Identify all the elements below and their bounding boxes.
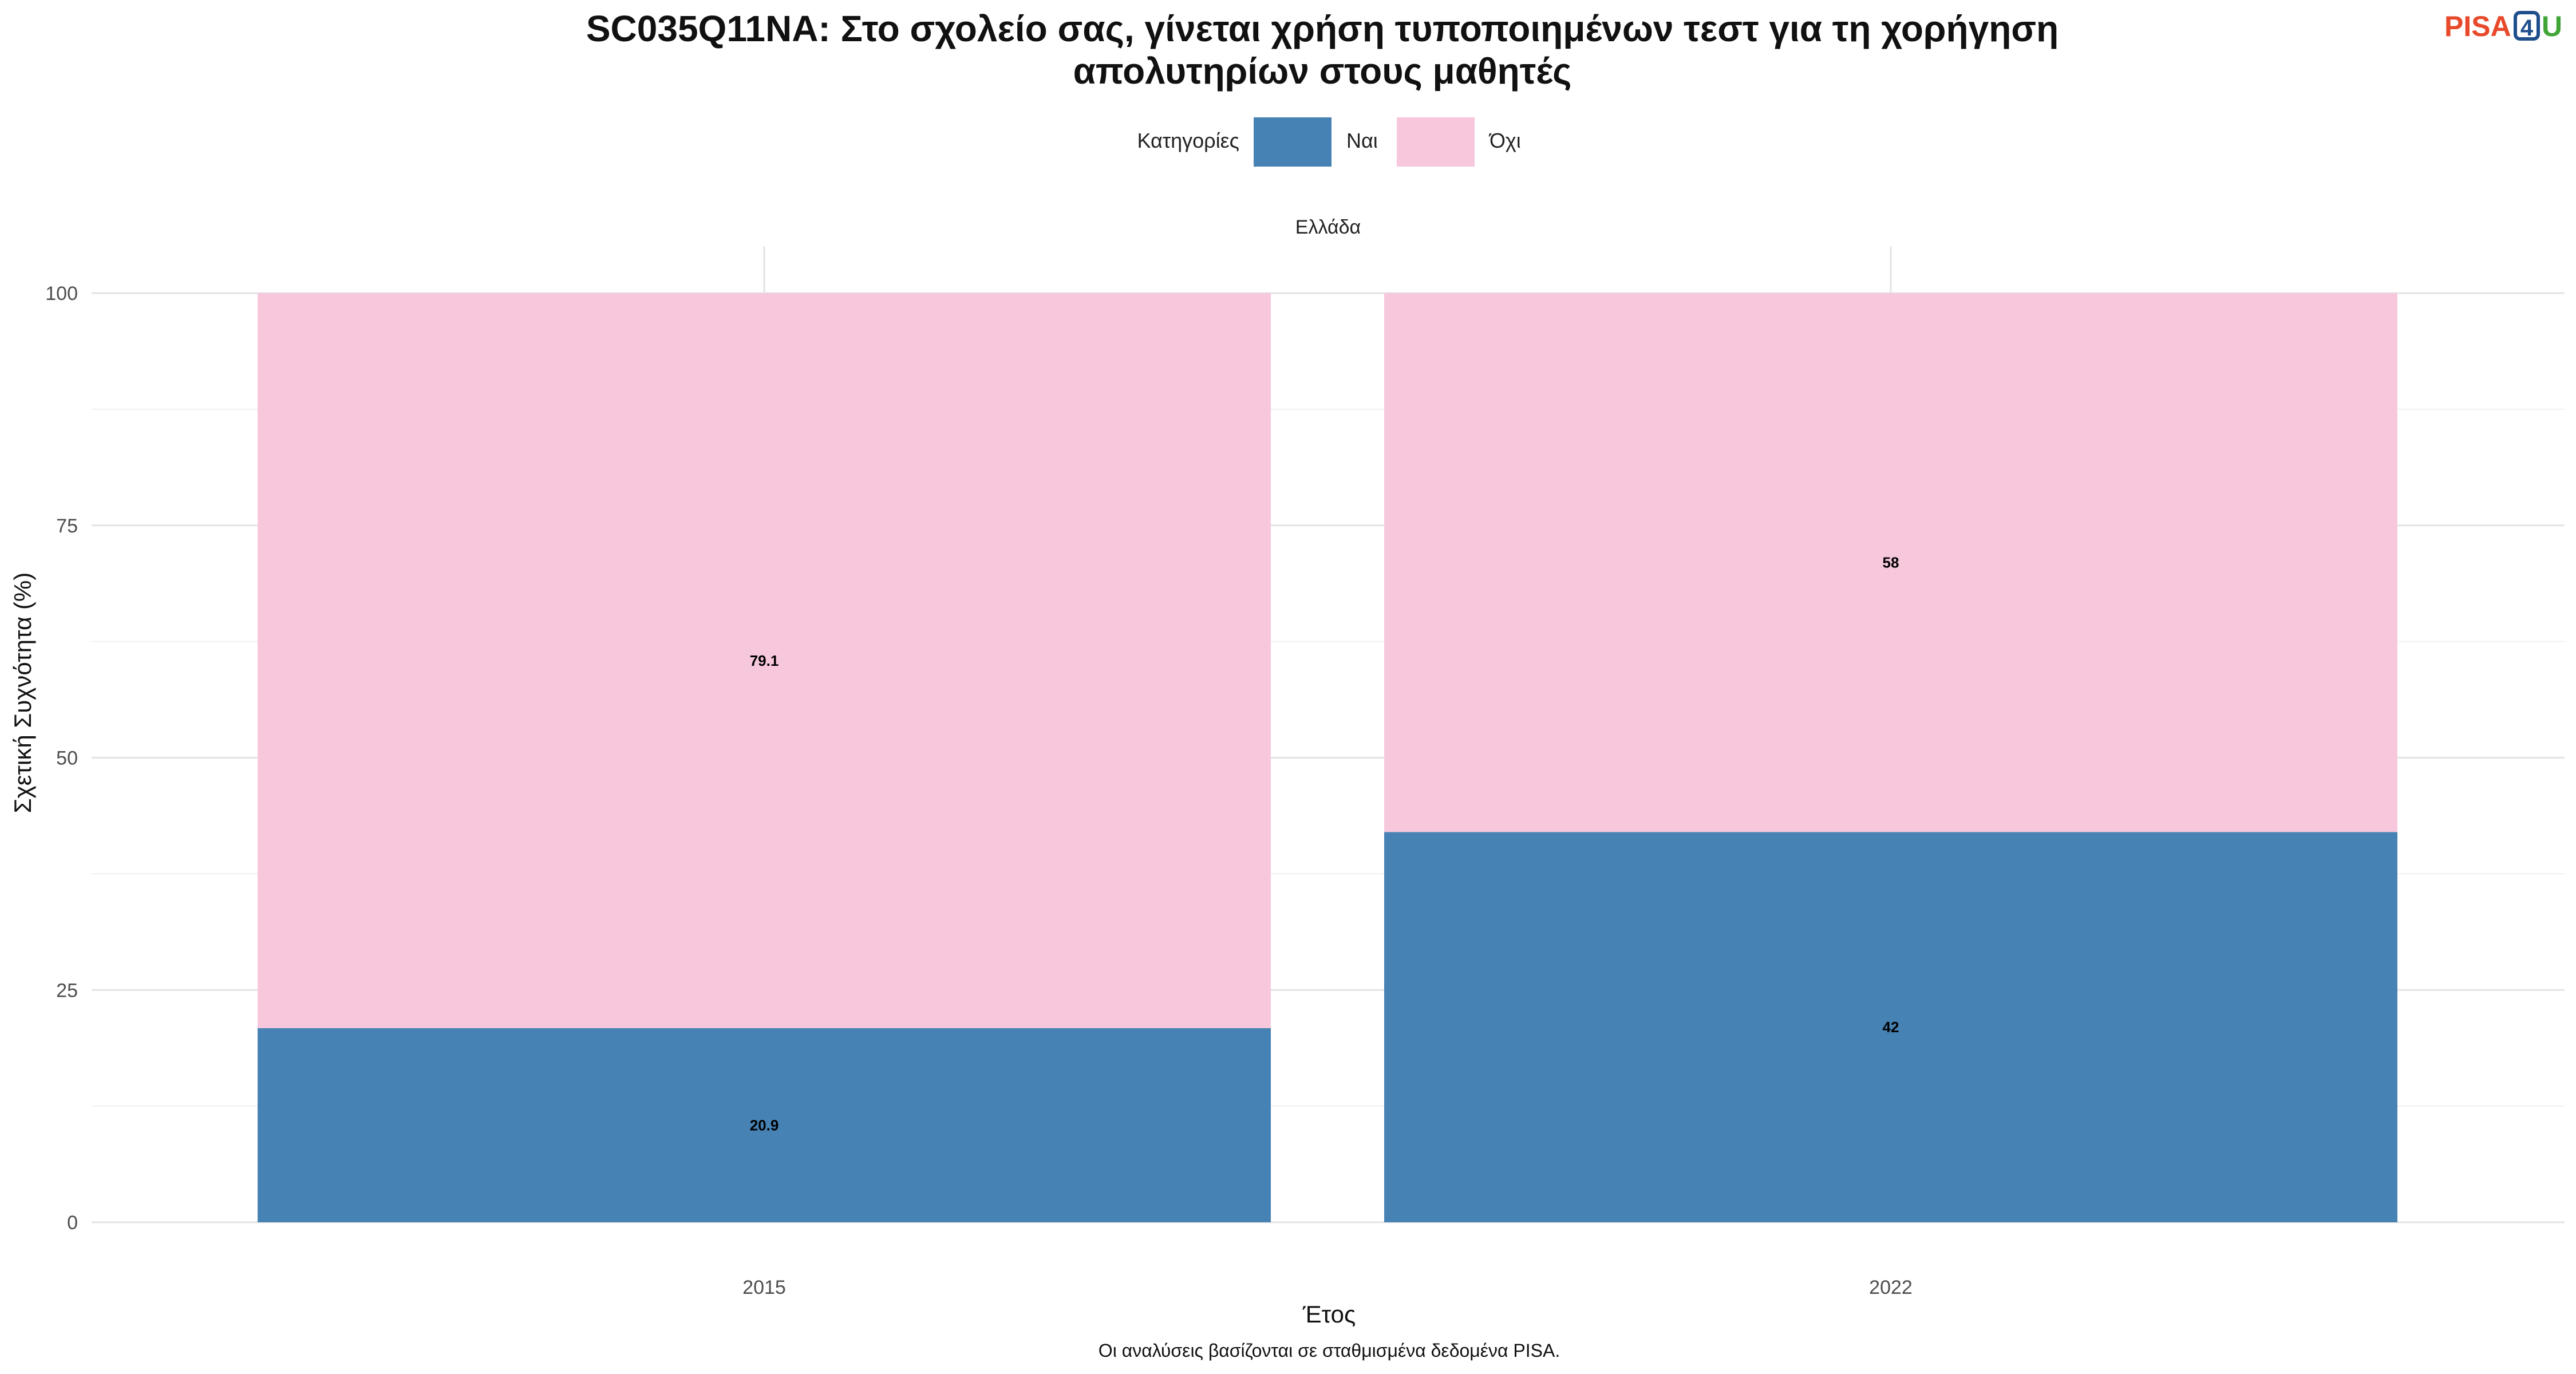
logo-pisa-text: PISA [2444, 10, 2511, 42]
x-axis-title: Έτος [1302, 1301, 1356, 1328]
y-tick-label: 75 [56, 515, 78, 537]
data-label-2022-no: 58 [1883, 554, 1899, 571]
x-tick-label: 2022 [1869, 1277, 1913, 1298]
data-label-2015-yes: 20.9 [750, 1116, 779, 1134]
legend-label-yes: Ναι [1346, 129, 1378, 152]
axis-ticks: 0 25 50 75 100 2015 2022 [45, 283, 1913, 1298]
caption: Οι αναλύσεις βασίζονται σε σταθμισμένα δ… [1099, 1340, 1560, 1361]
legend-label-no: Όχι [1488, 129, 1521, 152]
bar-2015-yes [258, 1028, 1271, 1222]
facet-label: Ελλάδα [1295, 216, 1361, 238]
logo-number-text: 4 [2520, 15, 2534, 41]
data-label-2015-no: 79.1 [750, 652, 779, 669]
y-tick-label: 50 [56, 748, 78, 769]
chart-title-line1: SC035Q11NA: Στο σχολείο σας, γίνεται χρή… [586, 8, 2059, 49]
bars [258, 293, 2397, 1222]
bar-2022-yes [1384, 832, 2397, 1222]
y-tick-label: 100 [45, 283, 78, 305]
bar-2015-no [258, 293, 1271, 1028]
legend-title: Κατηγορίες [1137, 129, 1239, 152]
y-axis-title: Σχετική Συχνότητα (%) [9, 572, 36, 814]
x-tick-label: 2015 [742, 1277, 786, 1298]
logo-box-icon [2514, 11, 2540, 41]
data-label-2022-yes: 42 [1883, 1018, 1899, 1036]
chart-title-line2: απολυτηρίων στους μαθητές [1073, 50, 1572, 92]
legend-swatch-no [1397, 117, 1475, 167]
logo-u-text: U [2542, 10, 2562, 42]
logo: PISA 4 U [2444, 10, 2562, 42]
data-labels: 20.9 79.1 42 58 [750, 554, 1899, 1134]
legend: Κατηγορίες Ναι Όχι [1137, 117, 1521, 167]
y-tick-label: 25 [56, 980, 78, 1001]
bar-2022-no [1384, 293, 2397, 832]
y-tick-label: 0 [67, 1212, 78, 1234]
legend-swatch-yes [1254, 117, 1332, 167]
